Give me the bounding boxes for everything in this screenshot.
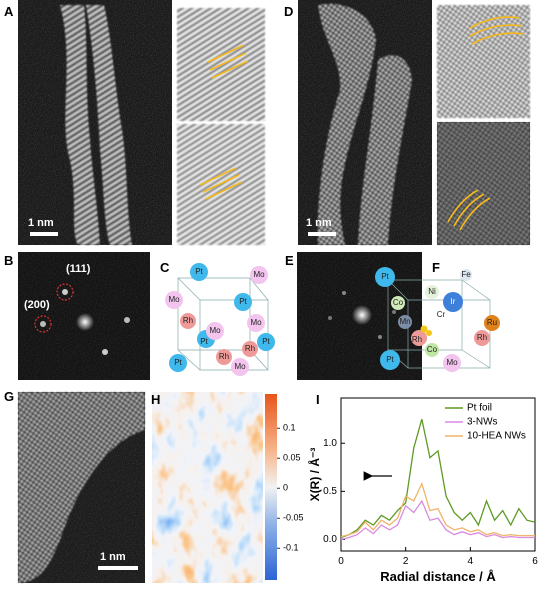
legend-label: 3-NWs (467, 417, 498, 428)
atom-label: Rh (219, 352, 229, 361)
panel-h (152, 392, 277, 583)
atom-label: Pt (262, 337, 270, 346)
x-axis-label: Radial distance / Å (380, 569, 496, 584)
scale-bar-label: 1 nm (306, 217, 332, 229)
atom-label: Pt (381, 272, 389, 281)
panel-d (298, 0, 530, 246)
fft-label: (111) (66, 263, 91, 275)
panel-label: G (4, 389, 14, 404)
atom-sphere (165, 263, 275, 376)
colorbar-tick-label: 0.05 (283, 453, 301, 463)
atom-label: Mn (399, 317, 410, 326)
data-line (340, 418, 536, 539)
atom-label: Mo (250, 318, 262, 327)
atom-label: Rh (477, 333, 487, 342)
atom-label: Mo (234, 362, 246, 371)
y-axis-label: X(R) / Å⁻³ (307, 448, 322, 502)
atom-label: Pt (239, 297, 247, 306)
atom-label: Pt (386, 355, 394, 364)
colorbar-tick-label: -0.05 (283, 513, 304, 523)
data-line (340, 499, 535, 541)
panel-label: D (284, 4, 293, 19)
panel-label: I (316, 392, 320, 407)
panel-b: (111) (200) (18, 252, 150, 380)
fft-label: (200) (24, 299, 50, 311)
atom-label: Mo (253, 270, 265, 279)
scale-bar-label: 1 nm (28, 217, 54, 229)
legend-label: 10-HEA NWs (467, 431, 526, 442)
panel-a (18, 0, 265, 245)
atom-label: Mo (446, 358, 458, 367)
panel-f: Pt Fe Ni Co Ir Cr Mn Ru Rh Co Rh Pt Mo (375, 267, 500, 372)
atom-label: Pt (195, 267, 203, 276)
panel-labels: A B C D E F G H I 1 nm 1 nm 1 nm (4, 4, 440, 563)
colorbar-tick-label: -0.1 (283, 543, 299, 553)
x-tick-label: 6 (532, 556, 538, 567)
panel-label: C (160, 260, 170, 275)
panel-label: A (4, 4, 14, 19)
panel-label: E (285, 253, 294, 268)
colorbar (265, 394, 277, 580)
panel-label: H (151, 392, 160, 407)
y-tick-label: 0.0 (323, 534, 337, 545)
colorbar-tick-label: 0.1 (283, 423, 296, 433)
x-tick-label: 4 (468, 556, 474, 567)
panel-label: B (4, 253, 13, 268)
data-line (340, 481, 535, 538)
scale-bar-label: 1 nm (100, 551, 126, 563)
colorbar-tick-label: 0 (283, 483, 288, 493)
panel-e (297, 252, 422, 380)
atom-label: Co (393, 298, 404, 307)
legend-label: Pt foil (467, 403, 492, 414)
atom-label: Fe (461, 270, 471, 279)
atom-label: Co (427, 345, 438, 354)
atom-label: Ni (428, 287, 436, 296)
atom-label: Pt (200, 337, 208, 346)
panel-i (340, 397, 536, 552)
y-tick-label: 0.5 (323, 486, 337, 497)
atom-label: Cr (437, 310, 446, 319)
panel-label: F (432, 260, 440, 275)
atom-label: Ir (451, 297, 456, 306)
atom-label: Pt (174, 358, 182, 367)
panel-g (18, 392, 145, 583)
atom-label: Ru (487, 318, 497, 327)
panel-c: Pt Mo Mo Pt Rh Mo Mo Pt Rh Pt Pt Rh Mo (165, 263, 275, 376)
atom-label: Rh (245, 344, 255, 353)
atom-label: Rh (412, 335, 422, 344)
x-tick-label: 0 (338, 556, 344, 567)
atom-label: Mo (209, 326, 221, 335)
y-tick-label: 1.0 (323, 438, 337, 449)
atom-label: Rh (183, 316, 193, 325)
atom-label: Mo (168, 295, 180, 304)
x-tick-label: 2 (403, 556, 409, 567)
